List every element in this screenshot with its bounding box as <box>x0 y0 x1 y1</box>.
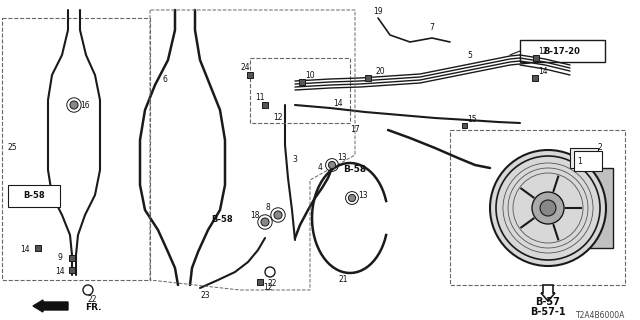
Circle shape <box>70 101 78 109</box>
Bar <box>2 18 150 280</box>
Text: B-58: B-58 <box>344 165 367 174</box>
Text: 18: 18 <box>250 211 260 220</box>
Text: 13: 13 <box>337 154 347 163</box>
Text: 22: 22 <box>268 278 276 287</box>
Bar <box>69 255 75 261</box>
Bar <box>69 267 75 273</box>
Circle shape <box>532 192 564 224</box>
Bar <box>35 245 41 251</box>
Text: 10: 10 <box>305 70 315 79</box>
Text: 7: 7 <box>429 23 435 33</box>
Text: T2A4B6000A: T2A4B6000A <box>575 310 625 319</box>
FancyArrow shape <box>541 285 555 301</box>
Text: B-17-20: B-17-20 <box>543 46 580 55</box>
Text: 25: 25 <box>7 143 17 153</box>
Bar <box>570 148 598 168</box>
Text: B-57: B-57 <box>536 297 561 307</box>
Circle shape <box>265 267 275 277</box>
Text: 12: 12 <box>273 114 283 123</box>
Text: 17: 17 <box>350 125 360 134</box>
Text: B-58: B-58 <box>211 215 233 225</box>
Bar <box>257 279 263 285</box>
Circle shape <box>540 200 556 216</box>
Text: B-58: B-58 <box>23 191 45 201</box>
Text: 9: 9 <box>58 253 63 262</box>
Text: 12: 12 <box>538 47 548 57</box>
Text: 15: 15 <box>467 116 477 124</box>
Bar <box>247 72 253 78</box>
Circle shape <box>261 218 269 226</box>
Text: B-57-1: B-57-1 <box>530 307 566 317</box>
Circle shape <box>328 161 335 169</box>
Text: 20: 20 <box>375 68 385 76</box>
Bar <box>450 130 625 285</box>
Circle shape <box>490 150 606 266</box>
Text: 16: 16 <box>80 100 90 109</box>
Bar <box>299 79 305 85</box>
Text: 13: 13 <box>358 190 368 199</box>
Text: 12: 12 <box>263 284 273 292</box>
Text: 5: 5 <box>468 51 472 60</box>
Text: 24: 24 <box>240 63 250 73</box>
Text: 23: 23 <box>200 291 210 300</box>
Bar <box>250 58 350 123</box>
Bar <box>558 168 613 248</box>
FancyArrow shape <box>33 300 68 312</box>
Circle shape <box>348 194 356 202</box>
Circle shape <box>274 211 282 219</box>
Text: 11: 11 <box>255 92 265 101</box>
Circle shape <box>83 285 93 295</box>
Text: 14: 14 <box>55 268 65 276</box>
Bar <box>533 55 539 61</box>
Bar <box>262 102 268 108</box>
Text: 4: 4 <box>317 164 323 172</box>
Bar <box>365 75 371 81</box>
Bar <box>532 75 538 81</box>
Text: 1: 1 <box>578 157 582 166</box>
Bar <box>574 151 602 171</box>
Text: FR.: FR. <box>85 303 102 313</box>
Text: 21: 21 <box>339 276 348 284</box>
Bar <box>461 123 467 127</box>
Text: 3: 3 <box>292 156 298 164</box>
Text: 19: 19 <box>373 7 383 17</box>
Text: 22: 22 <box>87 295 97 305</box>
Text: 2: 2 <box>598 143 602 153</box>
Text: 14: 14 <box>20 245 30 254</box>
Text: 14: 14 <box>333 99 343 108</box>
Text: 14: 14 <box>538 68 548 76</box>
Bar <box>8 185 60 207</box>
Text: 6: 6 <box>163 76 168 84</box>
Text: 8: 8 <box>266 204 270 212</box>
Bar <box>520 40 605 62</box>
